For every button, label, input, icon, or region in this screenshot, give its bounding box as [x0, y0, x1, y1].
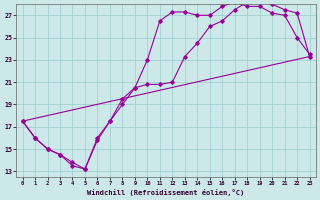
- X-axis label: Windchill (Refroidissement éolien,°C): Windchill (Refroidissement éolien,°C): [87, 189, 245, 196]
